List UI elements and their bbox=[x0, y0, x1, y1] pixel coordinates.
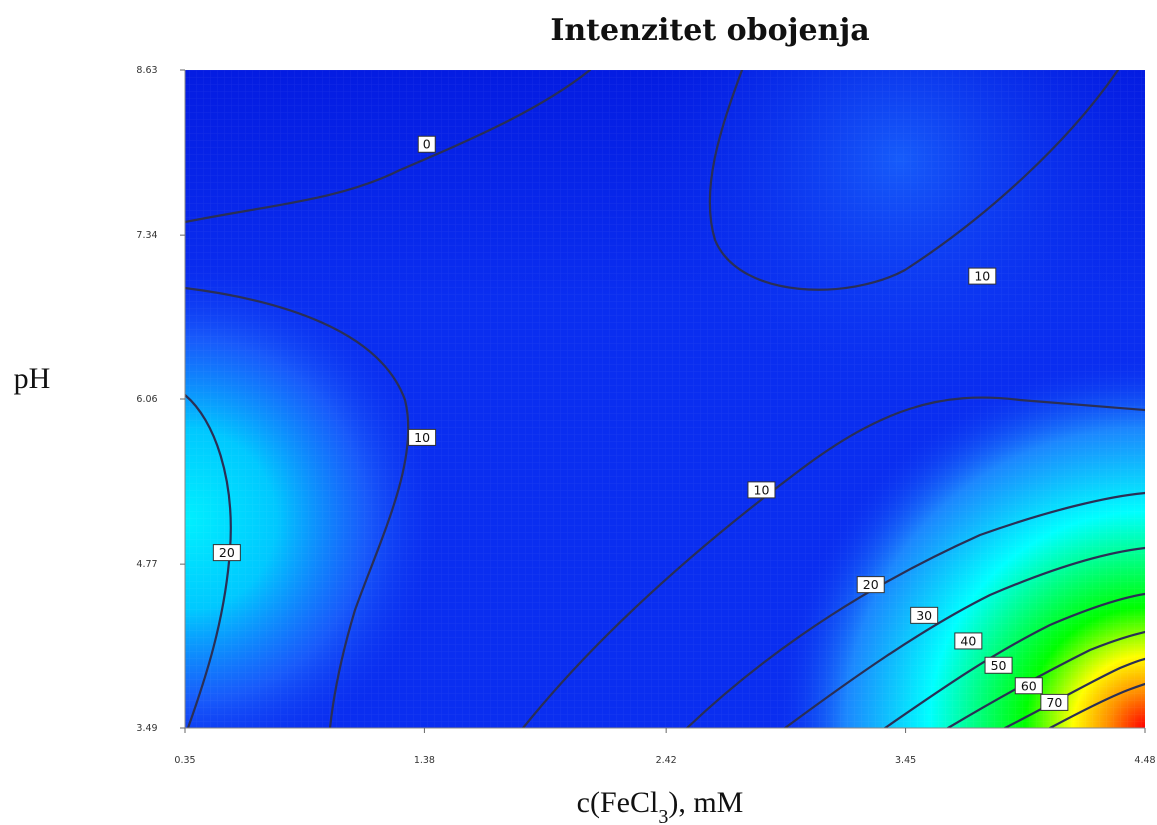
contour-label-10: 10 bbox=[408, 428, 437, 446]
y-ticks: 3.49 4.77 6.06 7.34 8.63 bbox=[136, 65, 185, 734]
x-tick-label: 0.35 bbox=[174, 755, 195, 766]
contour-label-text: 40 bbox=[960, 633, 976, 648]
contour-label-box bbox=[408, 428, 437, 446]
contour-label-text: 20 bbox=[219, 545, 235, 560]
y-tick-label: 7.34 bbox=[136, 230, 157, 241]
contour-label-20: 20 bbox=[856, 576, 885, 594]
x-tick-label: 3.45 bbox=[895, 755, 916, 766]
y-tick-label: 4.77 bbox=[136, 559, 157, 570]
contour-label-text: 50 bbox=[991, 658, 1007, 673]
contour-label-text: 0 bbox=[423, 137, 431, 152]
contour-label-box bbox=[954, 632, 983, 650]
contour-line-20 bbox=[685, 491, 1145, 728]
contour-label-box bbox=[747, 481, 776, 499]
contour-label-30: 30 bbox=[910, 606, 939, 624]
contour-label-text: 10 bbox=[974, 269, 990, 284]
plot-area bbox=[185, 70, 1145, 728]
x-tick-label: 2.42 bbox=[656, 755, 677, 766]
contour-labels: 0 10 10 10 20 20 30 40 50 60 70 bbox=[212, 135, 1069, 711]
contour-label-box bbox=[417, 135, 436, 153]
contour-label-box bbox=[1040, 693, 1069, 711]
x-tick-label: 1.38 bbox=[414, 755, 435, 766]
contour-label-text: 30 bbox=[916, 608, 932, 623]
contour-label-40: 40 bbox=[954, 632, 983, 650]
contour-label-box bbox=[856, 576, 885, 594]
contour-line-50 bbox=[946, 630, 1145, 728]
contour-line-10-lower bbox=[521, 396, 1145, 728]
contour-label-box bbox=[984, 656, 1013, 674]
x-tick-label: 4.48 bbox=[1134, 755, 1155, 766]
contour-label-box bbox=[968, 267, 997, 285]
contour-label-50: 50 bbox=[984, 656, 1013, 674]
contour-label-70: 70 bbox=[1040, 693, 1069, 711]
chart-title: Intenzitet obojenja bbox=[550, 13, 869, 48]
contour-label-0: 0 bbox=[417, 135, 436, 153]
contour-label-text: 70 bbox=[1046, 695, 1062, 710]
contour-label-text: 10 bbox=[414, 430, 430, 445]
y-axis-label: pH bbox=[14, 362, 51, 395]
x-axis-label: c(FeCl3), mM bbox=[577, 786, 744, 825]
y-tick-label: 6.06 bbox=[136, 394, 157, 405]
contour-line-0 bbox=[185, 70, 592, 224]
contour-label-60: 60 bbox=[1014, 677, 1043, 695]
contour-label-text: 10 bbox=[754, 482, 770, 497]
contour-line-30 bbox=[783, 546, 1145, 728]
contour-line-10-left bbox=[185, 286, 410, 728]
contour-label-text: 60 bbox=[1021, 678, 1037, 693]
x-ticks: 0.35 1.38 2.42 3.45 4.48 bbox=[174, 728, 1156, 766]
contour-label-10: 10 bbox=[968, 267, 997, 285]
contour-label-10: 10 bbox=[747, 481, 776, 499]
contour-line-10-top-right bbox=[708, 70, 1120, 291]
y-tick-label: 3.49 bbox=[136, 723, 157, 734]
y-tick-label: 8.63 bbox=[136, 65, 157, 76]
contour-line-40 bbox=[883, 592, 1145, 728]
contour-label-box bbox=[212, 544, 241, 562]
contour-line-70 bbox=[1048, 682, 1145, 728]
contour-label-box bbox=[1014, 677, 1043, 695]
contour-label-text: 20 bbox=[863, 577, 879, 592]
contour-label-20: 20 bbox=[212, 544, 241, 562]
contour-label-box bbox=[910, 606, 939, 624]
contour-line-60 bbox=[1003, 657, 1145, 728]
